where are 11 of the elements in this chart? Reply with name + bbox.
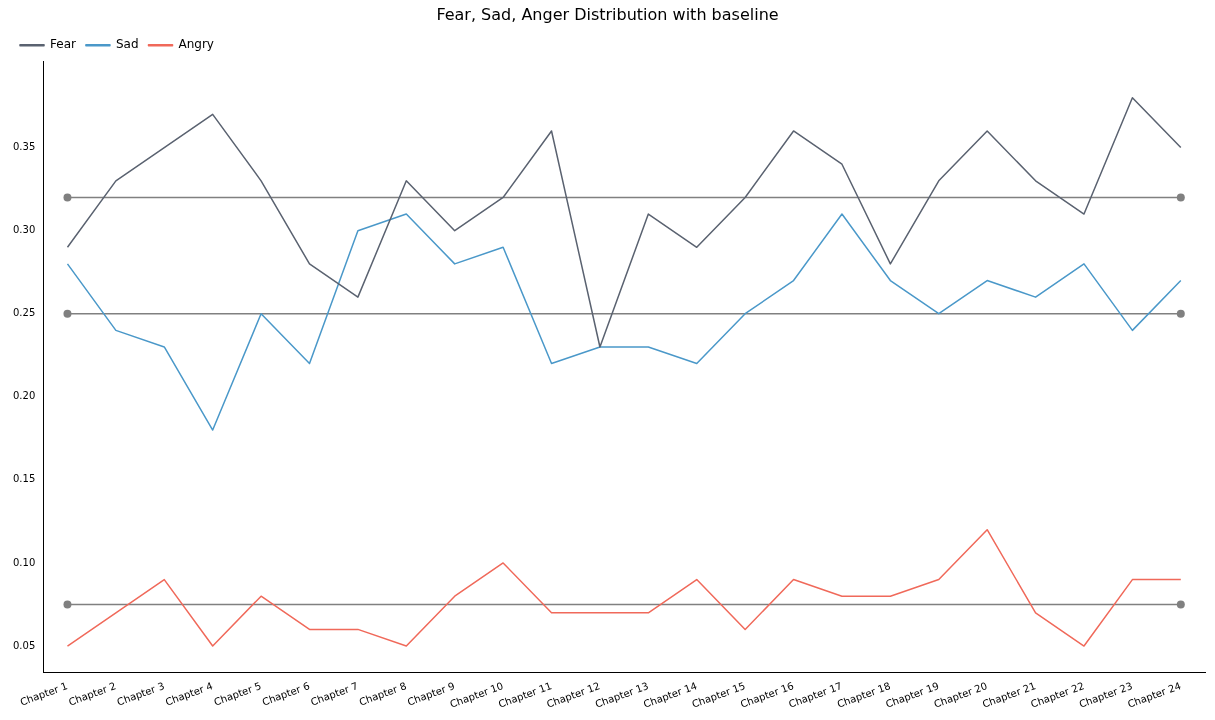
y-tick-label: 0.20: [13, 390, 36, 402]
y-tick-label: 0.10: [13, 556, 36, 568]
y-tick-label: 0.05: [13, 639, 36, 651]
y-tick-label: 0.35: [13, 141, 36, 153]
legend-label: Angry: [178, 37, 214, 52]
legend-label: Sad: [115, 37, 139, 52]
legend-label: Fear: [50, 37, 76, 52]
chart-title: Fear, Sad, Anger Distribution with baseline: [436, 4, 779, 24]
y-tick-label: 0.15: [13, 473, 36, 485]
y-tick-label: 0.30: [13, 224, 36, 236]
y-tick-label: 0.25: [13, 307, 36, 319]
